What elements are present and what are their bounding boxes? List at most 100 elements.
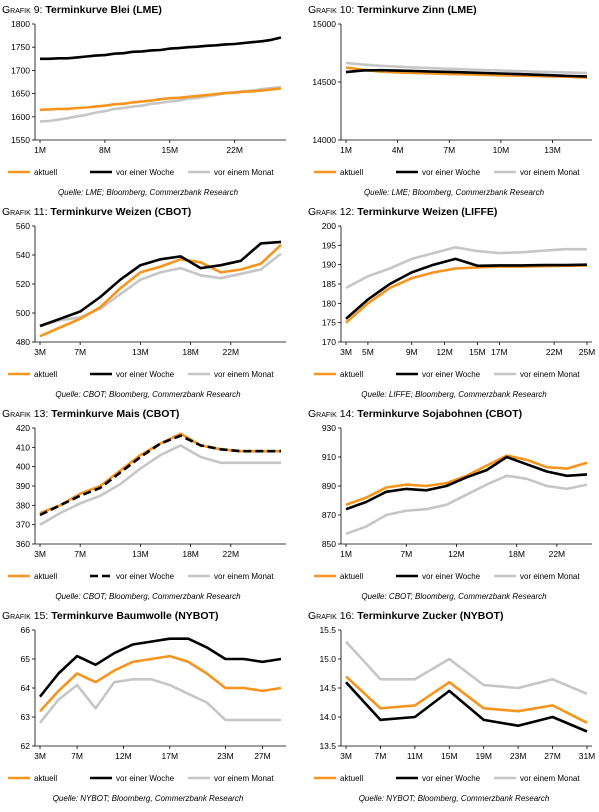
chart-number: Grafik 15: bbox=[2, 610, 49, 622]
line-chart: 480 500 520 540 560 3M 7M 13M 18M 22M aktuell vor e… bbox=[8, 221, 286, 379]
x-tick-label: 7M bbox=[375, 751, 387, 761]
chart-number: Grafik 9: bbox=[2, 4, 43, 16]
y-tick-label: 13.5 bbox=[319, 741, 336, 751]
chart-number: Grafik 13: bbox=[2, 408, 49, 420]
y-tick-label: 15.0 bbox=[319, 654, 336, 664]
source-note: Quelle: LIFFE; Bloomberg, Commerzbank Re… bbox=[361, 390, 547, 399]
chart-title: Grafik 14: Terminkurve Sojabohnen (CBOT) bbox=[308, 408, 522, 420]
chart-title-text: Terminkurve Blei (LME) bbox=[42, 4, 162, 16]
x-tick-label: 11M bbox=[407, 751, 423, 761]
x-tick-label: 13M bbox=[132, 347, 149, 357]
chart-number: Grafik 14: bbox=[308, 408, 355, 420]
chart-panel: Grafik 9: Terminkurve Blei (LME) 1550 1600… bbox=[2, 4, 294, 206]
source-note: Quelle: NYBOT; Bloomberg, Commerzbank Re… bbox=[52, 794, 244, 803]
y-tick-label: 175 bbox=[322, 318, 336, 328]
chart-panel: Grafik 14: Terminkurve Sojabohnen (CBOT)… bbox=[308, 408, 599, 610]
x-tick-label: 5M bbox=[362, 347, 374, 357]
legend-label-aktuell: aktuell bbox=[34, 572, 57, 581]
chart-number: Grafik 16: bbox=[308, 610, 355, 622]
x-tick-label: 12M bbox=[436, 347, 453, 357]
chart-title-text: Terminkurve Zucker (NYBOT) bbox=[354, 610, 504, 622]
legend-label-woche: vor einer Woche bbox=[422, 168, 481, 177]
y-tick-label: 1750 bbox=[11, 42, 30, 52]
legend-label-woche: vor einer Woche bbox=[422, 572, 481, 581]
chart-title: Grafik 16: Terminkurve Zucker (NYBOT) bbox=[308, 610, 503, 622]
x-tick-label: 10M bbox=[493, 145, 510, 155]
series-line-woche bbox=[345, 455, 588, 511]
line-chart: 170 175 180 185 190 195 200 3M 5M 9M 12M 15M 17M 22M 2… bbox=[314, 221, 595, 379]
y-tick-label: 63 bbox=[21, 712, 31, 722]
chart-panel: Grafik 10: Terminkurve Zinn (LME) 14000 14… bbox=[308, 4, 599, 206]
series-line-aktuell bbox=[39, 87, 282, 112]
x-tick-label: 15M bbox=[469, 347, 486, 357]
legend-label-woche: vor einer Woche bbox=[116, 774, 175, 783]
series-line-woche bbox=[345, 257, 588, 320]
x-tick-label: 22M bbox=[226, 145, 243, 155]
x-tick-label: 8M bbox=[99, 145, 111, 155]
x-tick-label: 7M bbox=[74, 549, 86, 559]
y-tick-label: 1650 bbox=[11, 89, 30, 99]
x-tick-label: 1M bbox=[340, 549, 352, 559]
legend-label-woche: vor einer Woche bbox=[116, 572, 175, 581]
legend-label-aktuell: aktuell bbox=[340, 572, 363, 581]
x-tick-label: 18M bbox=[182, 549, 199, 559]
legend-label-aktuell: aktuell bbox=[340, 168, 363, 177]
x-tick-label: 22M bbox=[549, 549, 566, 559]
y-tick-label: 420 bbox=[16, 423, 30, 433]
series-line-aktuell bbox=[345, 675, 588, 724]
x-tick-label: 12M bbox=[115, 751, 132, 761]
x-tick-label: 18M bbox=[508, 549, 525, 559]
source-note: Quelle: CBOT; Bloomberg, Commerzbank Res… bbox=[361, 592, 547, 601]
y-tick-label: 400 bbox=[16, 462, 30, 472]
y-tick-label: 15.5 bbox=[319, 625, 336, 635]
line-chart: 360 370 380 390 400 410 420 3M 7M 13M 18M 22M aktuel… bbox=[8, 423, 286, 581]
y-tick-label: 930 bbox=[322, 423, 336, 433]
chart-title-text: Terminkurve Weizen (CBOT) bbox=[47, 206, 192, 218]
y-tick-label: 15000 bbox=[312, 19, 336, 29]
x-tick-label: 7M bbox=[71, 751, 83, 761]
chart-number: Grafik 10: bbox=[308, 4, 355, 16]
line-chart: 62 63 64 65 66 3M 7M 12M 17M 23M 27M aktuell vor ein… bbox=[8, 625, 286, 783]
chart-title-text: Terminkurve Weizen (LIFFE) bbox=[354, 206, 498, 218]
x-tick-label: 17M bbox=[161, 751, 178, 761]
series-line-woche bbox=[345, 681, 588, 733]
x-tick-label: 27M bbox=[544, 751, 561, 761]
x-tick-label: 3M bbox=[34, 549, 46, 559]
series-line-aktuell bbox=[345, 264, 588, 324]
line-chart: 850 870 890 910 930 1M 7M 12M 18M 22M aktuell vor e… bbox=[314, 423, 592, 581]
series-line-monat bbox=[345, 474, 588, 536]
series-line-aktuell bbox=[39, 432, 281, 515]
y-tick-label: 190 bbox=[322, 260, 336, 270]
y-tick-label: 360 bbox=[16, 539, 30, 549]
chart-panel: Grafik 15: Terminkurve Baumwolle (NYBOT)… bbox=[2, 610, 294, 812]
legend-label-monat: vor einem Monat bbox=[520, 774, 580, 783]
x-tick-label: 1M bbox=[340, 145, 352, 155]
y-tick-label: 14.5 bbox=[319, 683, 336, 693]
y-tick-label: 14.0 bbox=[319, 712, 336, 722]
chart-title: Grafik 11: Terminkurve Weizen (CBOT) bbox=[2, 206, 191, 218]
chart-number: Grafik 11: bbox=[2, 206, 48, 218]
x-tick-label: 23M bbox=[217, 751, 234, 761]
y-tick-label: 370 bbox=[16, 520, 30, 530]
series-line-woche bbox=[39, 434, 281, 517]
legend-label-monat: vor einem Monat bbox=[214, 774, 274, 783]
source-note: Quelle: CBOT; Bloomberg, Commerzbank Res… bbox=[55, 592, 241, 601]
chart-panel: Grafik 13: Terminkurve Mais (CBOT) 360 370… bbox=[2, 408, 294, 610]
chart-title-text: Terminkurve Sojabohnen (CBOT) bbox=[354, 408, 523, 420]
legend-label-monat: vor einem Monat bbox=[214, 572, 274, 581]
x-tick-label: 18M bbox=[182, 347, 199, 357]
legend-label-woche: vor einer Woche bbox=[116, 370, 175, 379]
chart-title: Grafik 10: Terminkurve Zinn (LME) bbox=[308, 4, 477, 16]
y-tick-label: 180 bbox=[322, 298, 336, 308]
x-tick-label: 4M bbox=[392, 145, 404, 155]
legend-label-aktuell: aktuell bbox=[340, 370, 363, 379]
series-line-aktuell bbox=[39, 243, 282, 338]
series-line-monat bbox=[345, 245, 587, 290]
line-chart: 13.5 14.0 14.5 15.0 15.5 3M 7M 11M 15M 19M 23M 27M 3… bbox=[314, 625, 595, 783]
chart-title: Grafik 9: Terminkurve Blei (LME) bbox=[2, 4, 162, 16]
legend-label-aktuell: aktuell bbox=[34, 370, 57, 379]
y-tick-label: 850 bbox=[322, 539, 336, 549]
x-tick-label: 15M bbox=[441, 751, 458, 761]
x-tick-label: 19M bbox=[475, 751, 492, 761]
y-tick-label: 480 bbox=[16, 337, 30, 347]
